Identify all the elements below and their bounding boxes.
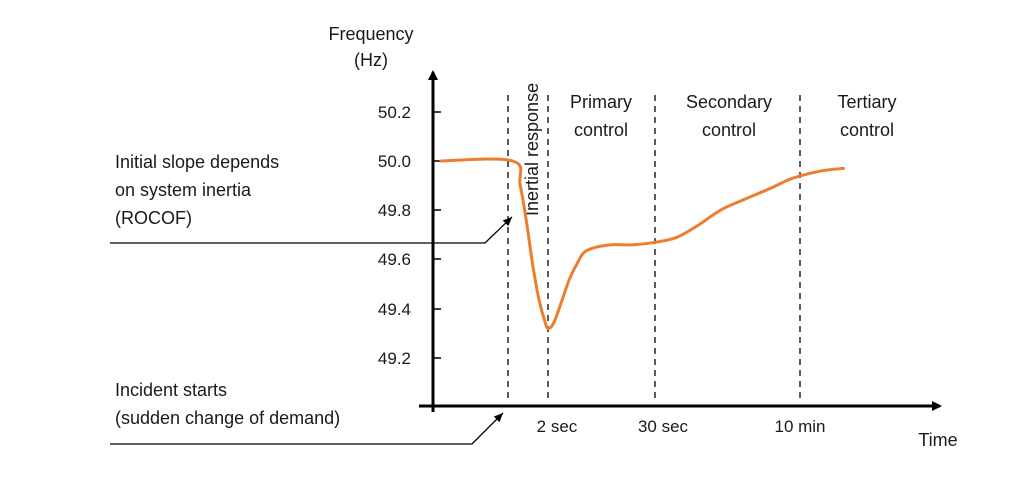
y-tick-label: 49.8 xyxy=(378,201,411,220)
annotation-incident-leader xyxy=(110,412,504,445)
phase-label-secondary-1: Secondary xyxy=(686,92,772,112)
phase-label-primary-1: Primary xyxy=(570,92,632,112)
annotation-incident-line-1: Incident starts xyxy=(115,380,227,400)
phase-dividers xyxy=(507,95,801,400)
annotation-slope-line-2: on system inertia xyxy=(115,180,252,200)
annotation-incident-line-2: (sudden change of demand) xyxy=(115,408,340,428)
y-ticks: 50.2 50.0 49.8 49.6 49.4 49.2 xyxy=(378,103,441,368)
annotation-slope-leader xyxy=(110,216,513,244)
phase-label-secondary-2: control xyxy=(702,120,756,140)
x-tick-label-2-sec: 2 sec xyxy=(537,417,578,436)
x-tick-label-30-sec: 30 sec xyxy=(638,417,689,436)
phase-label-inertial: Inertial response xyxy=(522,83,542,216)
y-tick-label: 49.4 xyxy=(378,300,411,319)
y-axis-title-line-2: (Hz) xyxy=(354,50,388,70)
phase-label-tertiary-1: Tertiary xyxy=(837,92,896,112)
annotation-slope-line-3: (ROCOF) xyxy=(115,208,192,228)
y-axis-title-line-1: Frequency xyxy=(328,24,413,44)
y-tick-label: 49.2 xyxy=(378,349,411,368)
y-tick-label: 49.6 xyxy=(378,250,411,269)
x-axis-title: Time xyxy=(918,430,957,450)
y-tick-label: 50.2 xyxy=(378,103,411,122)
phase-label-primary-2: control xyxy=(574,120,628,140)
phase-label-tertiary-2: control xyxy=(840,120,894,140)
annotation-slope-line-1: Initial slope depends xyxy=(115,152,279,172)
y-tick-label: 50.0 xyxy=(378,152,411,171)
x-tick-label-10-min: 10 min xyxy=(774,417,825,436)
frequency-curve xyxy=(439,157,845,331)
